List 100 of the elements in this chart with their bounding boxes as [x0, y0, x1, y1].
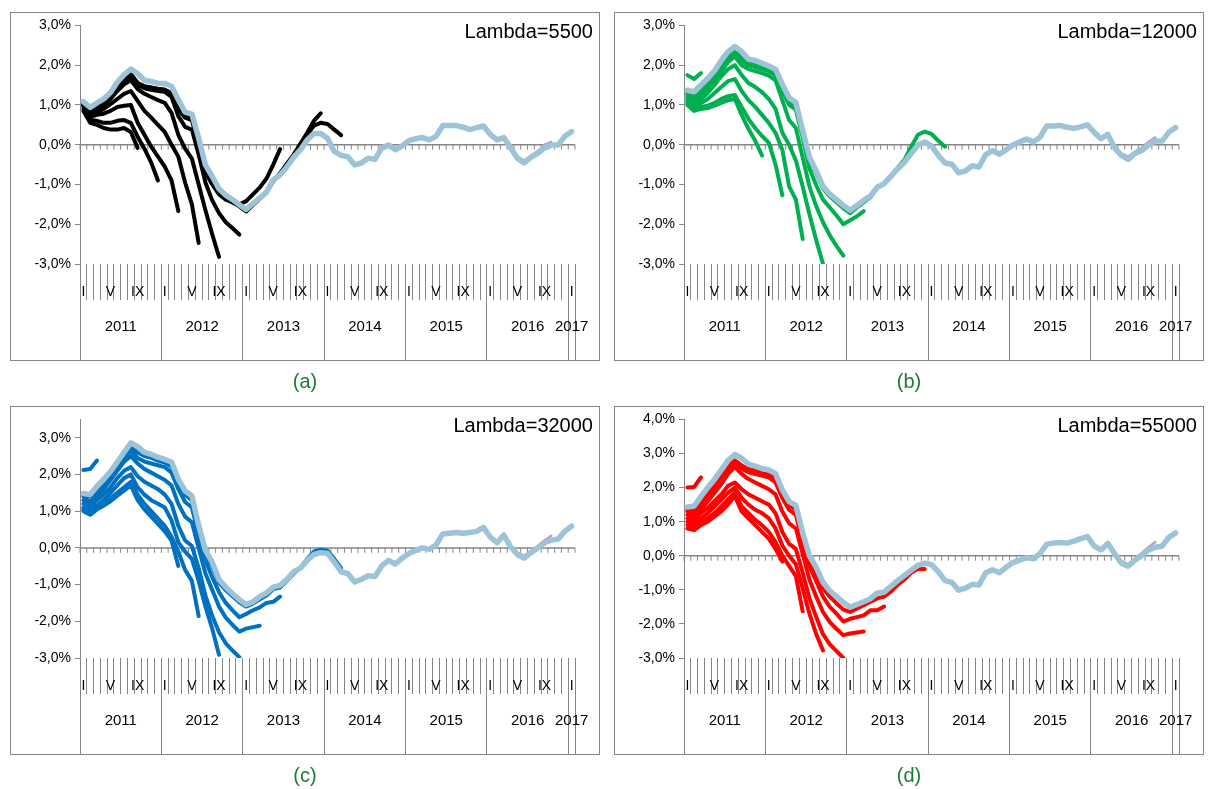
x-tick-label: IX	[212, 283, 227, 300]
x-tick-label: IX	[131, 283, 145, 300]
x-tick-label: IX	[131, 677, 145, 694]
annotation: Lambda=55000	[1057, 413, 1197, 437]
annotation: Lambda=32000	[453, 413, 593, 437]
y-tick-label: 0,0%	[39, 135, 71, 152]
x2-tick-label: 2015	[429, 317, 463, 335]
y-tick-label: 2,0%	[39, 56, 71, 73]
x-tick-label: I	[81, 677, 86, 694]
x-tick-label: V	[187, 677, 198, 694]
x-tick-label: I	[848, 283, 853, 300]
x-tick-label: IX	[979, 283, 994, 300]
x2-tick-label: 2012	[789, 711, 823, 729]
x-tick-label: I	[929, 677, 934, 694]
x-tick-label: I	[1173, 677, 1178, 694]
x-tick-label: IX	[816, 283, 831, 300]
x-tick-label: V	[349, 283, 360, 300]
y-tick-label: 4,0%	[643, 410, 675, 427]
x-tick-label: V	[268, 677, 279, 694]
x2-tick-label: 2015	[429, 711, 463, 729]
x2-tick-label: 2013	[266, 711, 301, 729]
y-tick-label: 3,0%	[643, 16, 675, 33]
x-tick-label: I	[488, 283, 493, 300]
x2-tick-label: 2012	[789, 317, 823, 335]
y-tick-label: -3,0%	[638, 648, 675, 665]
x-tick-label: V	[709, 677, 720, 694]
x2-tick-label: 2012	[185, 711, 219, 729]
x2-tick-label: 2014	[952, 317, 986, 335]
y-tick-label: -1,0%	[34, 175, 71, 192]
x-tick-label: V	[105, 283, 116, 300]
x-tick-label: IX	[1060, 283, 1075, 300]
x-tick-label: IX	[1141, 283, 1156, 300]
x2-tick-label: 2011	[708, 317, 741, 335]
annotation: Lambda=5500	[464, 19, 593, 43]
x-tick-label: V	[1116, 283, 1127, 300]
x-tick-label: I	[325, 677, 330, 694]
x-tick-label: V	[1035, 283, 1046, 300]
x2-tick-label: 2011	[708, 711, 741, 729]
x2-tick-label: 2013	[266, 317, 301, 335]
x2-tick-label: 2015	[1033, 711, 1067, 729]
x-tick-label: I	[766, 283, 771, 300]
y-tick-label: 2,0%	[39, 465, 71, 482]
x-tick-label: I	[81, 283, 86, 300]
x-tick-label: I	[162, 677, 167, 694]
y-tick-label: 3,0%	[39, 428, 71, 445]
y-tick-label: -3,0%	[638, 254, 675, 271]
x-tick-label: IX	[897, 677, 912, 694]
x-tick-label: I	[406, 677, 411, 694]
x2-tick-label: 2017	[555, 317, 589, 335]
x-tick-label: IX	[293, 283, 308, 300]
y-tick-label: 0,0%	[643, 135, 675, 152]
x-tick-label: I	[244, 677, 249, 694]
x-tick-label: IX	[456, 677, 471, 694]
x2-tick-label: 2011	[104, 317, 137, 335]
x2-tick-label: 2014	[348, 317, 382, 335]
x2-tick-label: 2017	[555, 711, 589, 729]
x-tick-label: IX	[456, 283, 471, 300]
x2-tick-label: 2013	[870, 317, 905, 335]
x-tick-label: IX	[375, 677, 390, 694]
x-tick-label: IX	[212, 677, 227, 694]
y-tick-label: 2,0%	[643, 56, 675, 73]
text: (d)	[895, 763, 923, 787]
y-tick-label: 1,0%	[39, 502, 71, 519]
x2-tick-label: 2013	[870, 711, 905, 729]
x-tick-label: I	[685, 677, 690, 694]
y-tick-label: -2,0%	[34, 215, 71, 232]
x2-tick-label: 2014	[348, 711, 382, 729]
x2-tick-label: 2014	[952, 711, 986, 729]
y-tick-label: 1,0%	[39, 95, 71, 112]
y-tick-label: -1,0%	[638, 175, 675, 192]
x-tick-label: I	[1173, 283, 1178, 300]
y-tick-label: 2,0%	[643, 478, 675, 495]
y-tick-label: -2,0%	[34, 612, 71, 629]
x-tick-label: V	[1035, 677, 1046, 694]
x-tick-label: V	[187, 283, 198, 300]
x-tick-label: I	[406, 283, 411, 300]
x-tick-label: V	[953, 283, 964, 300]
x-tick-label: I	[569, 283, 574, 300]
x2-tick-label: 2017	[1159, 711, 1193, 729]
x-tick-label: I	[848, 677, 853, 694]
x-tick-label: I	[244, 283, 249, 300]
x-tick-label: I	[685, 283, 690, 300]
x-tick-label: V	[105, 677, 116, 694]
x-tick-label: V	[953, 677, 964, 694]
annotation: Lambda=12000	[1057, 19, 1197, 43]
x-tick-label: I	[1010, 677, 1015, 694]
y-tick-label: -2,0%	[638, 215, 675, 232]
x-tick-label: I	[1092, 677, 1097, 694]
y-tick-label: 0,0%	[643, 546, 675, 563]
x-tick-label: V	[431, 283, 442, 300]
x2-tick-label: 2017	[1159, 317, 1193, 335]
x-tick-label: V	[1116, 677, 1127, 694]
x-tick-label: I	[162, 283, 167, 300]
x-tick-label: V	[709, 283, 720, 300]
x-tick-label: I	[1092, 283, 1097, 300]
x-tick-label: I	[929, 283, 934, 300]
x-tick-label: V	[268, 283, 279, 300]
y-tick-label: -3,0%	[34, 254, 71, 271]
x-tick-label: V	[431, 677, 442, 694]
text: (b)	[895, 369, 923, 393]
